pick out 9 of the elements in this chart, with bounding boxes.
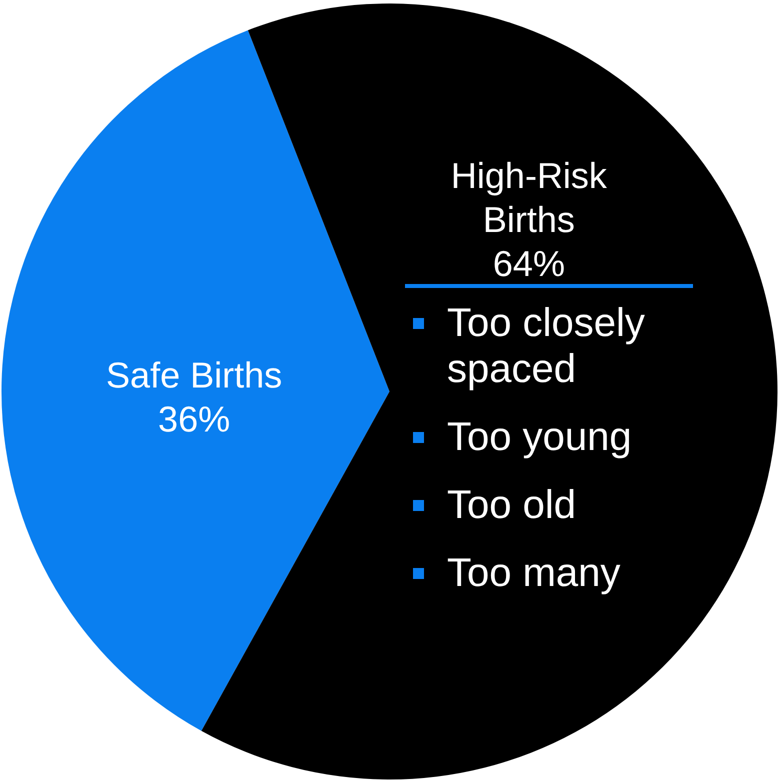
text: Too young [447,415,632,459]
data-label: 64% [492,242,565,284]
slice-label: High-Risk Births [450,154,608,240]
slice-label: Safe Births [106,354,282,396]
data-label: 36% [158,398,230,440]
text: Too old [447,483,576,527]
text: Too many [447,551,620,595]
pie-slice [2,30,390,731]
text: Too closely spaced [447,301,645,391]
